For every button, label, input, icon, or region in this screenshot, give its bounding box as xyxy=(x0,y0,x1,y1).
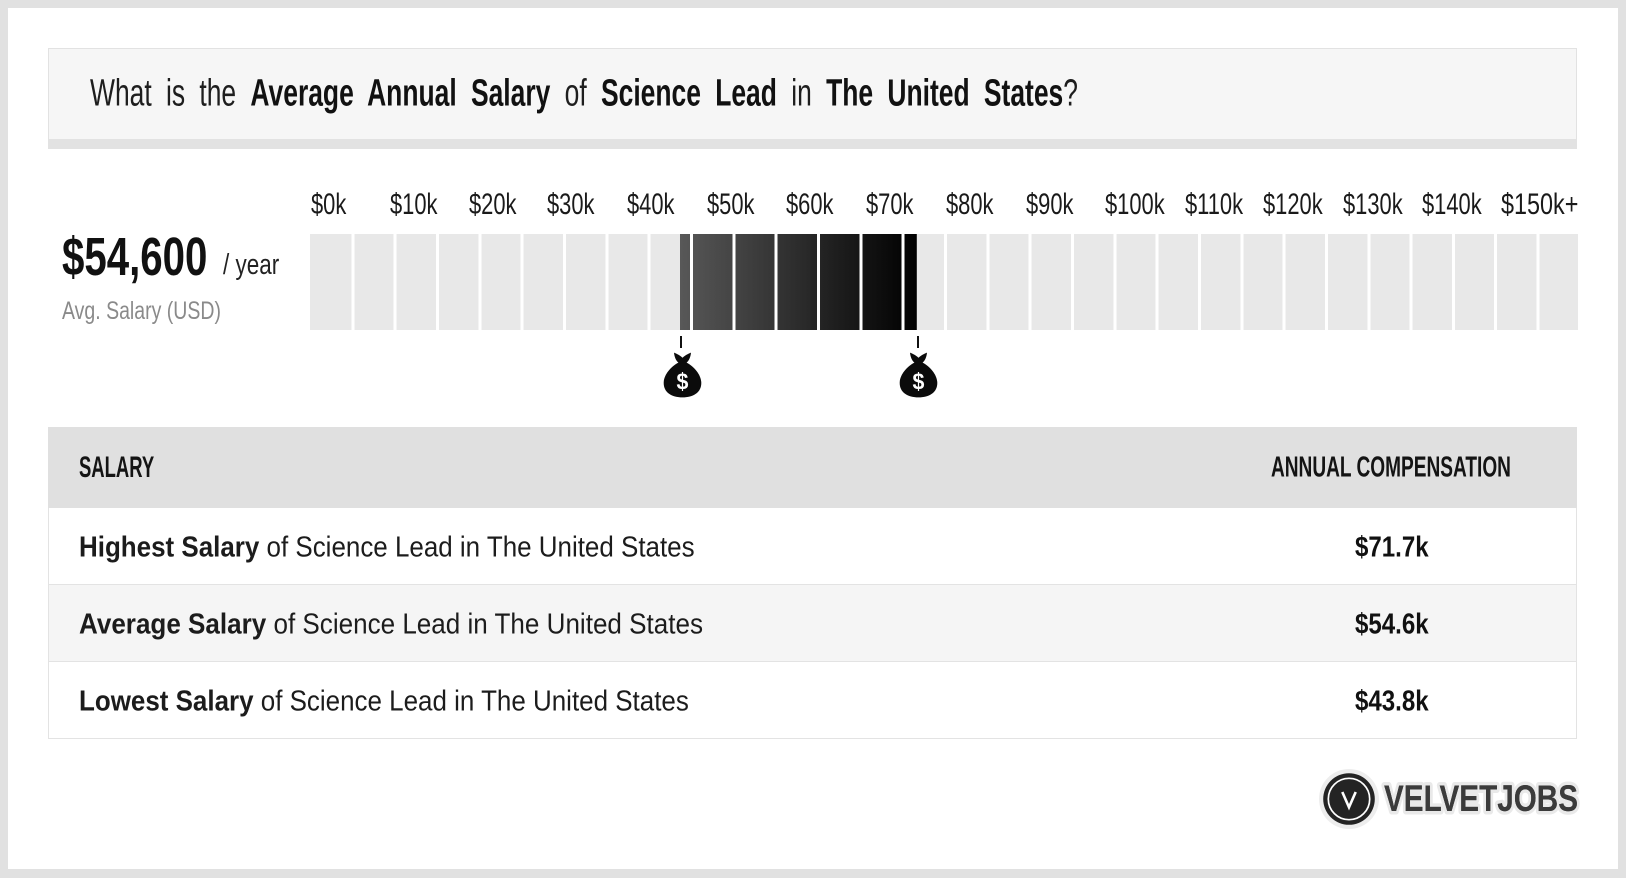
svg-text:$: $ xyxy=(912,369,925,395)
svg-text:VELVETJOBS: VELVETJOBS xyxy=(1384,778,1578,819)
svg-text:$: $ xyxy=(676,369,689,395)
svg-text:VELVETJOBS: VELVETJOBS xyxy=(1384,778,1578,819)
